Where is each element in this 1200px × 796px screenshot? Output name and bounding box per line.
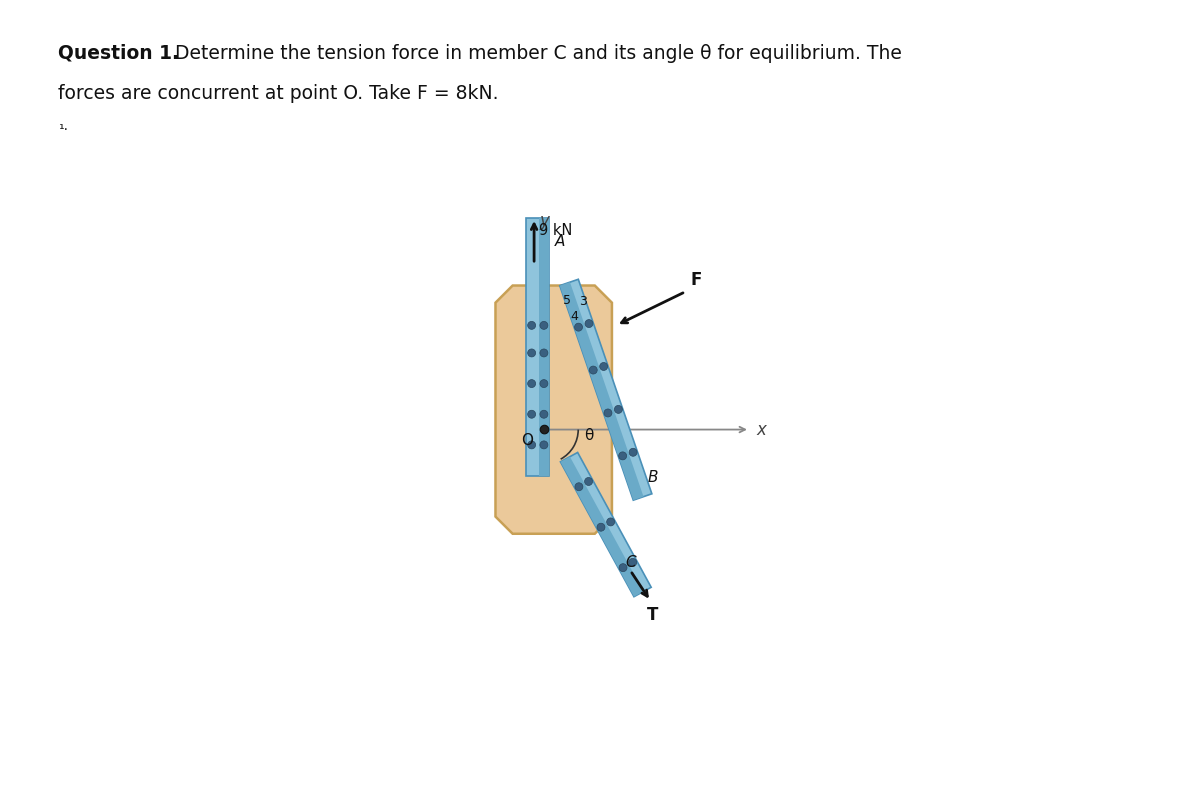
Circle shape	[528, 441, 535, 449]
Circle shape	[540, 425, 548, 434]
Circle shape	[584, 478, 593, 486]
Circle shape	[629, 558, 637, 567]
Circle shape	[614, 405, 623, 413]
Circle shape	[540, 322, 548, 330]
Polygon shape	[560, 452, 652, 597]
Circle shape	[540, 441, 548, 449]
Text: ¹·: ¹·	[58, 123, 67, 138]
Text: 4: 4	[571, 310, 578, 323]
Text: 5: 5	[563, 294, 571, 307]
Circle shape	[600, 362, 607, 370]
Polygon shape	[559, 282, 643, 500]
Text: B: B	[648, 470, 658, 485]
Text: O: O	[522, 433, 534, 447]
Circle shape	[619, 564, 628, 572]
Text: 3: 3	[580, 295, 587, 308]
Text: y: y	[540, 213, 550, 230]
Polygon shape	[526, 218, 550, 475]
Text: C: C	[625, 556, 636, 571]
Text: forces are concurrent at point O. Take F = 8kN.: forces are concurrent at point O. Take F…	[58, 84, 498, 103]
Circle shape	[528, 380, 535, 388]
Text: Determine the tension force in member C and its angle θ for equilibrium. The: Determine the tension force in member C …	[169, 44, 902, 63]
Circle shape	[607, 518, 614, 526]
Polygon shape	[560, 457, 643, 597]
Circle shape	[596, 523, 605, 531]
Text: x: x	[756, 420, 766, 439]
Polygon shape	[559, 279, 652, 500]
Text: A: A	[554, 234, 565, 248]
Text: Question 1.: Question 1.	[58, 44, 179, 63]
Circle shape	[540, 410, 548, 418]
Text: 9 kN: 9 kN	[539, 223, 572, 238]
Circle shape	[528, 322, 535, 330]
Text: T: T	[647, 606, 658, 624]
Circle shape	[528, 410, 535, 418]
Circle shape	[528, 349, 535, 357]
Circle shape	[575, 323, 582, 331]
Circle shape	[575, 482, 583, 491]
Circle shape	[540, 349, 548, 357]
Polygon shape	[539, 218, 550, 475]
Circle shape	[589, 366, 598, 374]
Circle shape	[584, 319, 593, 328]
Circle shape	[619, 452, 626, 460]
Circle shape	[540, 380, 548, 388]
Text: θ: θ	[584, 428, 594, 443]
Circle shape	[604, 409, 612, 417]
Text: F: F	[690, 271, 702, 289]
Polygon shape	[496, 286, 612, 534]
Circle shape	[629, 448, 637, 456]
